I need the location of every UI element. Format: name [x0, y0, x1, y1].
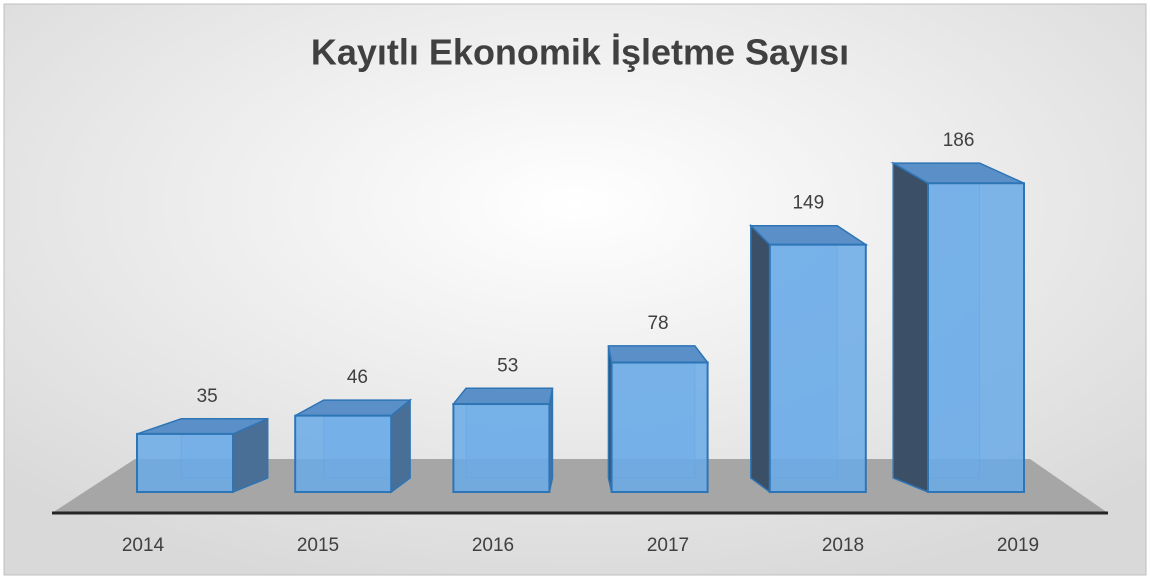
bar-side: [892, 161, 929, 494]
data-label: 149: [792, 193, 824, 214]
bar: [452, 403, 551, 493]
x-tick-label: 2019: [997, 535, 1039, 556]
data-label: 35: [197, 386, 218, 407]
bar-side: [750, 223, 771, 494]
bar: [927, 182, 1025, 494]
bar-top: [451, 387, 554, 405]
data-label: 46: [347, 367, 368, 388]
x-tick-label: 2018: [822, 535, 864, 556]
data-label: 186: [943, 130, 975, 151]
bar: [610, 361, 709, 493]
bar: [294, 414, 393, 494]
bar-top: [607, 345, 710, 364]
data-label: 78: [647, 313, 668, 334]
chart-title: Kayıtlı Ekonomik İşletme Sayısı: [311, 32, 849, 73]
x-tick-label: 2015: [297, 535, 339, 556]
data-label: 53: [497, 355, 518, 376]
x-tick-label: 2017: [647, 535, 689, 556]
x-tick-label: 2014: [122, 535, 165, 556]
x-tick-label: 2016: [472, 535, 514, 556]
bar: [136, 432, 234, 493]
bar: [768, 243, 867, 493]
